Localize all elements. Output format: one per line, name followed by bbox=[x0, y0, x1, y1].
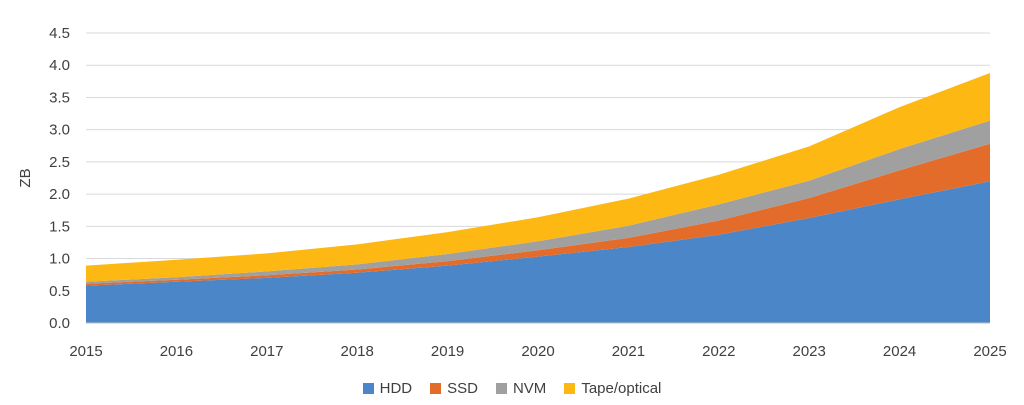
y-tick-label: 1.5 bbox=[49, 218, 70, 235]
y-tick-label: 3.5 bbox=[49, 89, 70, 106]
y-tick-label: 1.0 bbox=[49, 251, 70, 268]
legend-swatch bbox=[564, 383, 576, 394]
x-tick-label: 2022 bbox=[702, 343, 735, 360]
y-axis-title: ZB bbox=[17, 168, 34, 187]
area-tape-optical bbox=[86, 73, 990, 282]
legend-swatch bbox=[430, 383, 442, 394]
legend-label: Tape/optical bbox=[581, 380, 662, 397]
y-tick-label: 4.0 bbox=[49, 57, 70, 74]
x-tick-label: 2023 bbox=[793, 343, 826, 360]
x-tick-label: 2025 bbox=[973, 343, 1006, 360]
y-tick-label: 4.5 bbox=[49, 25, 70, 42]
legend-swatch bbox=[495, 383, 507, 394]
y-tick-label: 3.0 bbox=[49, 122, 70, 139]
y-tick-label: 2.5 bbox=[49, 154, 70, 171]
x-tick-label: 2024 bbox=[883, 343, 916, 360]
x-tick-label: 2017 bbox=[250, 343, 283, 360]
legend-label: NVM bbox=[512, 380, 547, 397]
x-tick-label: 2021 bbox=[612, 343, 645, 360]
y-tick-label: 0.0 bbox=[49, 315, 70, 332]
x-tick-label: 2018 bbox=[341, 343, 374, 360]
legend-swatch bbox=[362, 383, 374, 394]
legend-item: NVM bbox=[495, 380, 547, 397]
area-hdd bbox=[86, 181, 990, 323]
x-tick-label: 2015 bbox=[69, 343, 102, 360]
x-tick-label: 2019 bbox=[431, 343, 464, 360]
legend-item: HDD bbox=[362, 380, 413, 397]
chart-legend: HDD SSD NVM Tape/optical bbox=[0, 380, 1024, 397]
x-tick-label: 2020 bbox=[521, 343, 554, 360]
legend-item: Tape/optical bbox=[564, 380, 661, 397]
legend-label: SSD bbox=[447, 380, 478, 397]
y-tick-label: 0.5 bbox=[49, 283, 70, 300]
legend-item: SSD bbox=[430, 380, 478, 397]
y-tick-label: 2.0 bbox=[49, 186, 70, 203]
x-tick-label: 2016 bbox=[160, 343, 193, 360]
legend-label: HDD bbox=[379, 380, 413, 397]
area-ssd bbox=[86, 143, 990, 286]
